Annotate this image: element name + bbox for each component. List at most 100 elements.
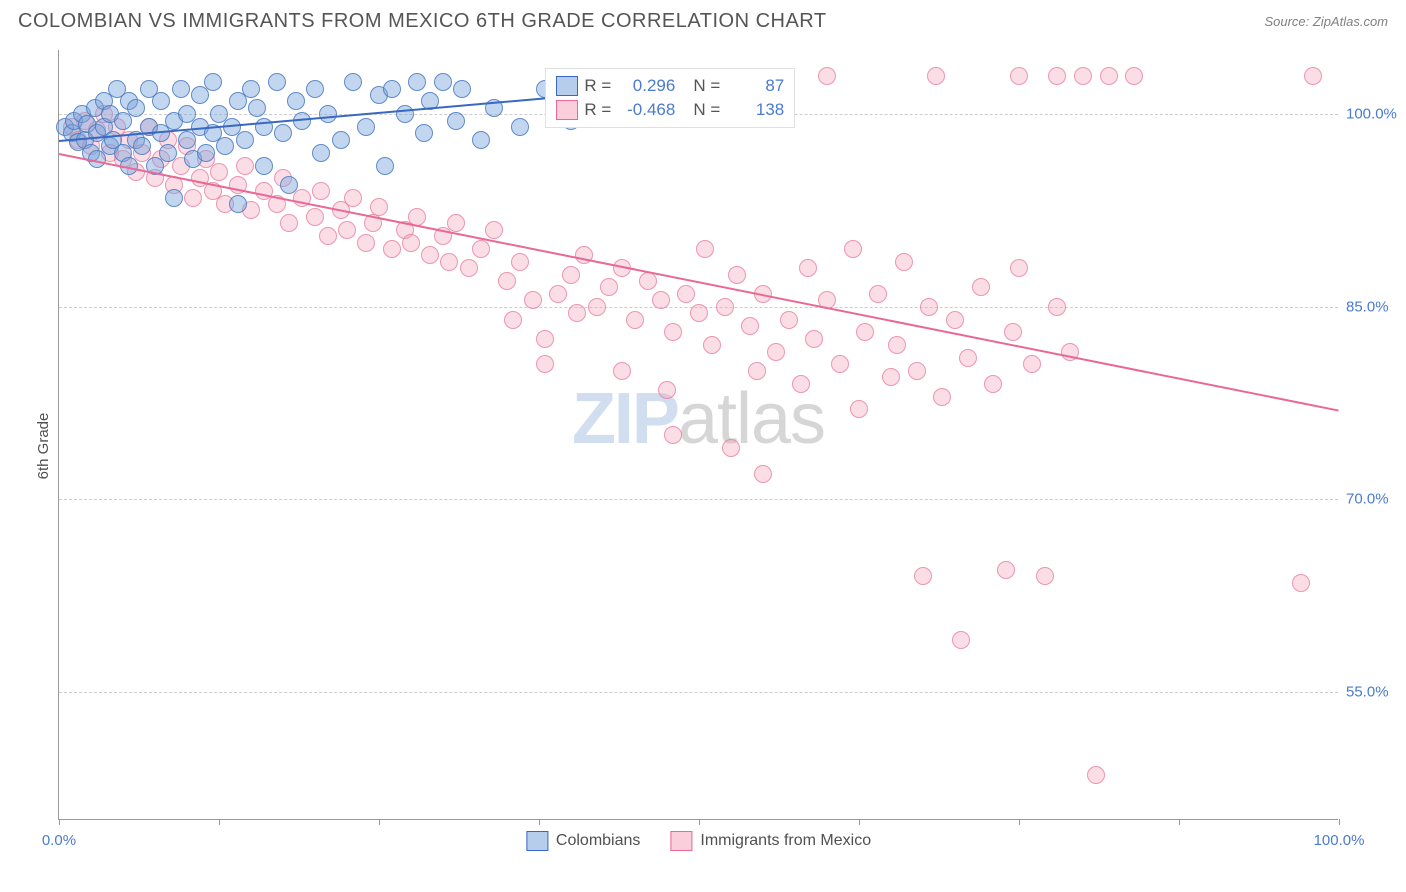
- scatter-point-pink: [972, 278, 990, 296]
- scatter-point-blue: [216, 137, 234, 155]
- x-tick-label: 100.0%: [1314, 832, 1365, 849]
- scatter-point-pink: [844, 240, 862, 258]
- scatter-point-pink: [1023, 355, 1041, 373]
- scatter-point-blue: [287, 92, 305, 110]
- scatter-point-blue: [229, 195, 247, 213]
- scatter-point-pink: [850, 400, 868, 418]
- scatter-point-pink: [690, 304, 708, 322]
- scatter-point-blue: [434, 73, 452, 91]
- scatter-point-blue: [453, 80, 471, 98]
- scatter-point-blue: [197, 144, 215, 162]
- scatter-point-pink: [460, 259, 478, 277]
- scatter-point-blue: [242, 80, 260, 98]
- scatter-point-blue: [447, 112, 465, 130]
- scatter-point-pink: [1292, 574, 1310, 592]
- scatter-point-blue: [159, 144, 177, 162]
- scatter-point-pink: [485, 221, 503, 239]
- scatter-point-pink: [562, 266, 580, 284]
- scatter-point-blue: [511, 118, 529, 136]
- y-tick-label: 100.0%: [1346, 106, 1406, 123]
- y-tick-label: 85.0%: [1346, 298, 1406, 315]
- scatter-point-pink: [805, 330, 823, 348]
- scatter-point-pink: [1010, 259, 1028, 277]
- scatter-point-pink: [1048, 298, 1066, 316]
- scatter-point-blue: [236, 131, 254, 149]
- scatter-point-blue: [383, 80, 401, 98]
- scatter-point-pink: [568, 304, 586, 322]
- stats-row: R =-0.468N =138: [556, 98, 784, 122]
- scatter-point-blue: [172, 80, 190, 98]
- legend-item: Immigrants from Mexico: [670, 831, 871, 851]
- legend-swatch: [526, 831, 548, 851]
- x-minor-tick: [379, 819, 380, 825]
- scatter-point-pink: [639, 272, 657, 290]
- scatter-point-pink: [696, 240, 714, 258]
- scatter-point-blue: [357, 118, 375, 136]
- scatter-point-blue: [319, 105, 337, 123]
- y-axis-label: 6th Grade: [35, 413, 52, 480]
- x-tick-label: 0.0%: [42, 832, 76, 849]
- scatter-point-pink: [1074, 67, 1092, 85]
- scatter-point-pink: [869, 285, 887, 303]
- stats-row: R =0.296N =87: [556, 74, 784, 98]
- scatter-point-pink: [748, 362, 766, 380]
- chart-source: Source: ZipAtlas.com: [1264, 14, 1388, 29]
- scatter-point-pink: [210, 163, 228, 181]
- x-tick: [59, 819, 60, 825]
- scatter-point-pink: [716, 298, 734, 316]
- scatter-point-pink: [677, 285, 695, 303]
- stats-r-label: R =: [584, 100, 611, 120]
- scatter-point-pink: [652, 291, 670, 309]
- scatter-point-pink: [421, 246, 439, 264]
- scatter-point-blue: [332, 131, 350, 149]
- scatter-point-pink: [613, 362, 631, 380]
- scatter-point-pink: [588, 298, 606, 316]
- scatter-point-blue: [312, 144, 330, 162]
- scatter-point-pink: [728, 266, 746, 284]
- scatter-point-blue: [165, 189, 183, 207]
- scatter-point-pink: [1087, 766, 1105, 784]
- stats-n-value: 87: [726, 76, 784, 96]
- scatter-point-blue: [268, 73, 286, 91]
- scatter-point-blue: [306, 80, 324, 98]
- scatter-point-pink: [767, 343, 785, 361]
- scatter-point-pink: [1125, 67, 1143, 85]
- scatter-point-blue: [255, 157, 273, 175]
- scatter-point-pink: [370, 198, 388, 216]
- x-minor-tick: [219, 819, 220, 825]
- scatter-point-pink: [703, 336, 721, 354]
- scatter-point-blue: [280, 176, 298, 194]
- scatter-point-pink: [920, 298, 938, 316]
- scatter-point-pink: [402, 234, 420, 252]
- scatter-point-pink: [319, 227, 337, 245]
- scatter-point-pink: [549, 285, 567, 303]
- scatter-chart: ZIPatlas 55.0%70.0%85.0%100.0%0.0%100.0%…: [58, 50, 1338, 820]
- legend-item: Colombians: [526, 831, 640, 851]
- scatter-point-blue: [127, 99, 145, 117]
- scatter-point-pink: [792, 375, 810, 393]
- scatter-point-pink: [511, 253, 529, 271]
- scatter-point-pink: [664, 426, 682, 444]
- grid-line: [59, 692, 1338, 693]
- scatter-point-pink: [280, 214, 298, 232]
- scatter-point-pink: [184, 189, 202, 207]
- scatter-point-pink: [933, 388, 951, 406]
- scatter-point-pink: [1100, 67, 1118, 85]
- scatter-point-pink: [536, 330, 554, 348]
- scatter-point-pink: [984, 375, 1002, 393]
- chart-header: COLOMBIAN VS IMMIGRANTS FROM MEXICO 6TH …: [0, 0, 1406, 37]
- legend-swatch: [670, 831, 692, 851]
- scatter-point-blue: [248, 99, 266, 117]
- scatter-point-pink: [1010, 67, 1028, 85]
- scatter-point-pink: [472, 240, 490, 258]
- scatter-point-blue: [274, 124, 292, 142]
- legend-label: Colombians: [556, 832, 640, 850]
- scatter-point-pink: [504, 311, 522, 329]
- scatter-point-pink: [1304, 67, 1322, 85]
- scatter-point-pink: [997, 561, 1015, 579]
- scatter-point-pink: [908, 362, 926, 380]
- scatter-point-pink: [440, 253, 458, 271]
- scatter-point-blue: [376, 157, 394, 175]
- scatter-point-pink: [383, 240, 401, 258]
- scatter-point-blue: [152, 92, 170, 110]
